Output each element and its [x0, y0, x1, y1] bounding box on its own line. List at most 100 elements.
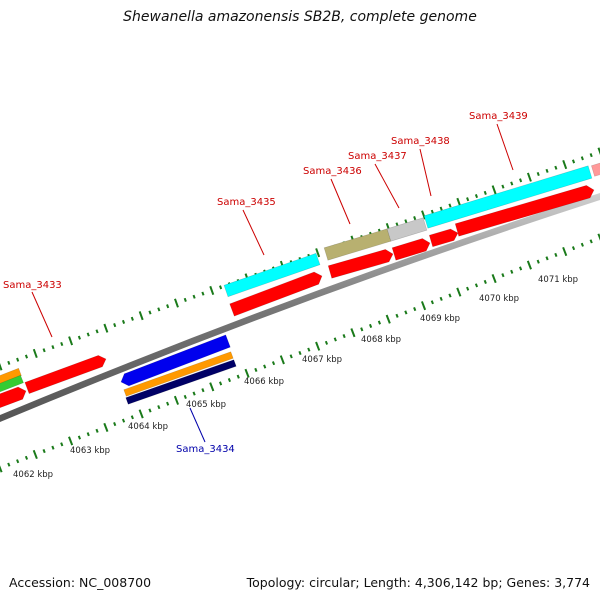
scale-label: 4062 kbp — [13, 470, 53, 480]
outer-ring-tick — [148, 310, 152, 315]
inner-ring-tick — [510, 269, 514, 274]
inner-ring-tick — [113, 421, 117, 427]
inner-ring-tick — [77, 435, 81, 440]
pointer-sama-3435 — [242, 209, 265, 256]
inner-ring-tick — [483, 279, 487, 285]
inner-ring-tick — [562, 246, 568, 257]
outer-ring-tick — [16, 357, 20, 362]
inner-ring-tick — [192, 391, 196, 396]
outer-ring-tick — [430, 209, 434, 214]
outer-ring-tick — [554, 165, 558, 170]
inner-ring-tick — [597, 233, 600, 241]
inner-ring-tick — [350, 328, 356, 338]
outer-ring-tick — [439, 206, 443, 211]
outer-ring-tick — [597, 147, 600, 155]
inner-ring-tick — [474, 283, 479, 288]
outer-ring-tick — [404, 219, 408, 224]
inner-ring-tick — [183, 394, 187, 400]
inner-ring-tick — [501, 273, 505, 278]
inner-ring-tick — [307, 347, 311, 352]
inner-ring-tick — [148, 408, 152, 413]
inner-ring-tick — [166, 401, 170, 406]
outer-ring-tick — [32, 348, 38, 358]
outer-ring-tick — [157, 307, 161, 312]
gene-label-sama-3435: Sama_3435 — [217, 197, 276, 208]
outer-ring-tick — [510, 181, 514, 186]
backbone-layer — [0, 193, 600, 422]
outer-ring-tick — [501, 184, 505, 189]
inner-ring-tick — [157, 405, 161, 410]
outer-ring-tick — [201, 291, 205, 296]
feature-orange-left — [0, 367, 22, 385]
cds-sama-3436 — [327, 249, 394, 279]
outer-ring-tick — [42, 348, 46, 353]
inner-ring-tick — [271, 361, 276, 366]
pointer-sama-3436 — [330, 178, 351, 225]
inner-ring-tick — [103, 422, 109, 432]
inner-ring-tick — [298, 350, 302, 356]
outer-ring-tick — [448, 203, 452, 208]
gene-label-sama-3436: Sama_3436 — [303, 166, 362, 177]
outer-ring-tick — [7, 360, 11, 365]
feature-green-left — [0, 374, 24, 393]
inner-ring-tick — [385, 314, 391, 324]
outer-ring-tick — [421, 210, 426, 220]
inner-ring-tick — [254, 367, 258, 372]
outer-ring-tick — [68, 336, 74, 346]
scale-label: 4069 kbp — [420, 314, 460, 324]
feature-pink-right — [591, 162, 600, 177]
inner-ring-tick — [201, 388, 205, 393]
inner-ring-tick — [7, 462, 11, 467]
genome-backbone — [0, 193, 600, 422]
inner-ring-tick — [0, 465, 3, 473]
outer-ring-tick — [580, 156, 584, 161]
inner-ring-tick — [589, 239, 593, 244]
inner-ring-tick — [377, 320, 381, 325]
cds-sama-3437 — [391, 238, 431, 261]
inner-ring-tick — [173, 395, 180, 405]
inner-ring-tick — [536, 259, 540, 264]
outer-ring-tick — [192, 294, 196, 299]
feature-blue-reverse — [120, 334, 231, 387]
inner-ring-tick — [395, 313, 399, 318]
outer-ring-tick — [138, 311, 144, 321]
cds-sama-3435 — [229, 271, 323, 317]
outer-ring-tick — [413, 216, 417, 221]
inner-ring-tick — [16, 459, 20, 464]
outer-ring-tick — [395, 222, 399, 227]
outer-ring-tick — [95, 329, 99, 334]
pointer-sama-3433 — [31, 291, 53, 338]
inner-ring-tick — [333, 337, 337, 342]
inner-ring-tick — [420, 301, 427, 311]
inner-ring-tick — [244, 368, 250, 378]
cds-sama-3433 — [24, 355, 107, 394]
inner-ring-tick — [263, 364, 267, 369]
outer-ring-tick — [589, 153, 593, 158]
feature-cyan-3439 — [423, 165, 593, 229]
pointer-sama-3438 — [419, 148, 432, 197]
accession-text: Accession: NC_008700 — [9, 575, 152, 590]
inner-ring-tick — [369, 323, 373, 328]
inner-ring-tick — [315, 341, 321, 351]
scale-label: 4071 kbp — [538, 275, 578, 285]
inner-ring-tick — [227, 378, 231, 383]
outer-ring-tick — [103, 323, 109, 333]
outer-ring-tick — [562, 160, 568, 170]
outer-ring-tick — [77, 335, 81, 340]
feature-navy-reverse — [125, 359, 237, 405]
inner-ring-tick — [526, 260, 532, 270]
inner-ring-tick — [466, 286, 470, 291]
inner-ring-tick — [209, 382, 215, 392]
gene-label-sama-3439: Sama_3439 — [469, 111, 528, 122]
pointer-sama-3439 — [496, 123, 514, 171]
inner-ring-tick — [456, 287, 462, 297]
scale-label: 4066 kbp — [244, 377, 284, 387]
inner-ring-tick — [360, 327, 364, 332]
inner-ring-tick — [413, 306, 417, 312]
outer-ring-tick — [209, 285, 215, 296]
scale-label: 4070 kbp — [479, 294, 519, 304]
genome-summary-text: Topology: circular; Length: 4,306,142 bp… — [246, 575, 590, 590]
inner-ring-tick — [289, 354, 293, 359]
inner-ring-tick — [491, 274, 497, 284]
